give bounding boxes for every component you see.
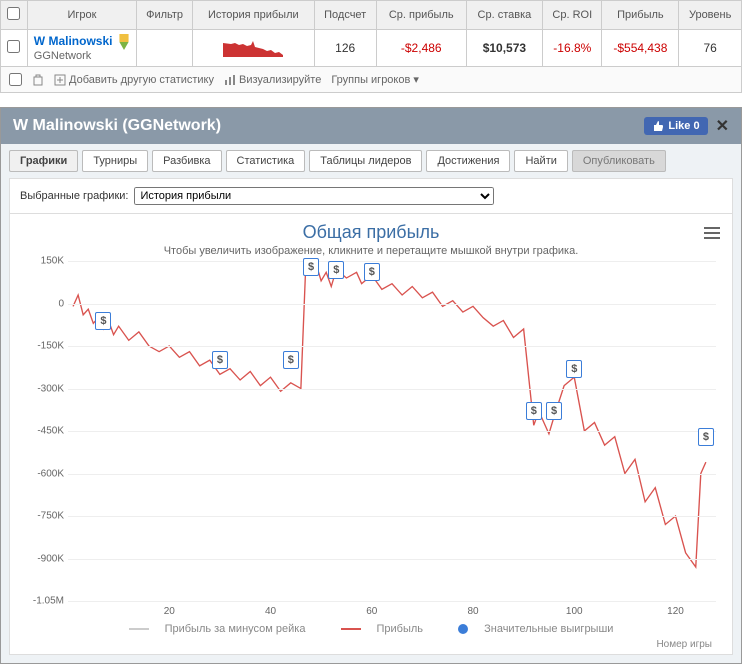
y-tick-label: 0 xyxy=(20,298,64,309)
chart-title: Общая прибыль xyxy=(20,222,722,243)
thumbs-up-icon xyxy=(652,120,664,132)
player-panel: W Malinowski (GGNetwork) Like 0 ✕ График… xyxy=(0,107,742,664)
chevron-down-icon: ▾ xyxy=(413,73,419,86)
select-all-checkbox[interactable] xyxy=(9,73,22,86)
win-marker[interactable]: $ xyxy=(566,360,582,378)
tab-1[interactable]: Турниры xyxy=(82,150,148,172)
chart-container: Общая прибыль Чтобы увеличить изображени… xyxy=(9,213,733,655)
x-axis-title: Номер игры xyxy=(20,639,722,650)
chart-plot-area[interactable]: 150K0-150K-300K-450K-600K-750K-900K-1.05… xyxy=(68,261,716,601)
win-marker[interactable]: $ xyxy=(328,261,344,279)
stats-table: ИгрокФильтрИстория прибылиПодсчетСр. при… xyxy=(0,0,742,67)
y-tick-label: 150K xyxy=(20,256,64,267)
chart-subtitle: Чтобы увеличить изображение, кликните и … xyxy=(20,245,722,257)
col-header: Ср. ставка xyxy=(466,1,542,30)
col-header: Подсчет xyxy=(314,1,376,30)
player-network: GGNetwork xyxy=(34,50,91,62)
y-tick-label: -900K xyxy=(20,553,64,564)
avg-stake-cell: $10,573 xyxy=(466,30,542,67)
x-tick-label: 20 xyxy=(164,606,175,617)
y-tick-label: -300K xyxy=(20,383,64,394)
col-header: Игрок xyxy=(27,1,136,30)
x-tick-label: 60 xyxy=(366,606,377,617)
win-marker[interactable]: $ xyxy=(303,258,319,276)
y-tick-label: -600K xyxy=(20,468,64,479)
x-tick-label: 80 xyxy=(467,606,478,617)
add-stat-button[interactable]: Добавить другую статистику xyxy=(54,74,214,86)
col-header: История прибыли xyxy=(193,1,314,30)
rank-badge-icon xyxy=(118,34,130,50)
like-button[interactable]: Like 0 xyxy=(644,117,707,135)
win-marker[interactable]: $ xyxy=(95,312,111,330)
y-tick-label: -1.05M xyxy=(20,596,64,607)
sparkline-cell xyxy=(193,30,314,67)
tab-4[interactable]: Таблицы лидеров xyxy=(309,150,422,172)
profit-cell: -$554,438 xyxy=(602,30,679,67)
x-tick-label: 120 xyxy=(667,606,684,617)
win-marker[interactable]: $ xyxy=(526,402,542,420)
y-tick-label: -150K xyxy=(20,341,64,352)
player-groups-button[interactable]: Группы игроков ▾ xyxy=(331,73,419,86)
count-cell: 126 xyxy=(314,30,376,67)
chart-menu-button[interactable] xyxy=(704,224,720,242)
graph-select-label: Выбранные графики: xyxy=(20,190,128,202)
tab-6[interactable]: Найти xyxy=(514,150,567,172)
col-header xyxy=(1,1,28,30)
y-tick-label: -450K xyxy=(20,426,64,437)
col-header: Ср. прибыль xyxy=(376,1,466,30)
graph-select[interactable]: История прибыли xyxy=(134,187,494,205)
col-header: Ср. ROI xyxy=(543,1,602,30)
x-tick-label: 100 xyxy=(566,606,583,617)
col-header: Фильтр xyxy=(137,1,193,30)
close-button[interactable]: ✕ xyxy=(716,116,729,136)
table-row: W Malinowski GGNetwork 126 -$2,486 $10,5… xyxy=(1,30,742,67)
delete-button[interactable] xyxy=(32,74,44,86)
tab-0[interactable]: Графики xyxy=(9,150,78,172)
avg-roi-cell: -16.8% xyxy=(543,30,602,67)
x-tick-label: 40 xyxy=(265,606,276,617)
player-name-link[interactable]: W Malinowski xyxy=(34,34,113,48)
table-toolbar: Добавить другую статистику Визуализируйт… xyxy=(0,67,742,93)
col-header: Прибыль xyxy=(602,1,679,30)
col-header: Уровень xyxy=(679,1,742,30)
avg-profit-cell: -$2,486 xyxy=(376,30,466,67)
row-checkbox[interactable] xyxy=(7,40,20,53)
level-cell: 76 xyxy=(679,30,742,67)
win-marker[interactable]: $ xyxy=(364,263,380,281)
tabs-bar: ГрафикиТурнирыРазбивкаСтатистикаТаблицы … xyxy=(1,144,741,172)
panel-title: W Malinowski (GGNetwork) xyxy=(13,117,221,135)
win-marker[interactable]: $ xyxy=(283,351,299,369)
y-tick-label: -750K xyxy=(20,511,64,522)
tab-2[interactable]: Разбивка xyxy=(152,150,221,172)
win-marker[interactable]: $ xyxy=(212,351,228,369)
tab-publish[interactable]: Опубликовать xyxy=(572,150,666,172)
header-checkbox[interactable] xyxy=(7,7,20,20)
visualize-button[interactable]: Визуализируйте xyxy=(224,74,321,86)
tab-3[interactable]: Статистика xyxy=(226,150,306,172)
tab-5[interactable]: Достижения xyxy=(426,150,510,172)
win-marker[interactable]: $ xyxy=(546,402,562,420)
win-marker[interactable]: $ xyxy=(698,428,714,446)
